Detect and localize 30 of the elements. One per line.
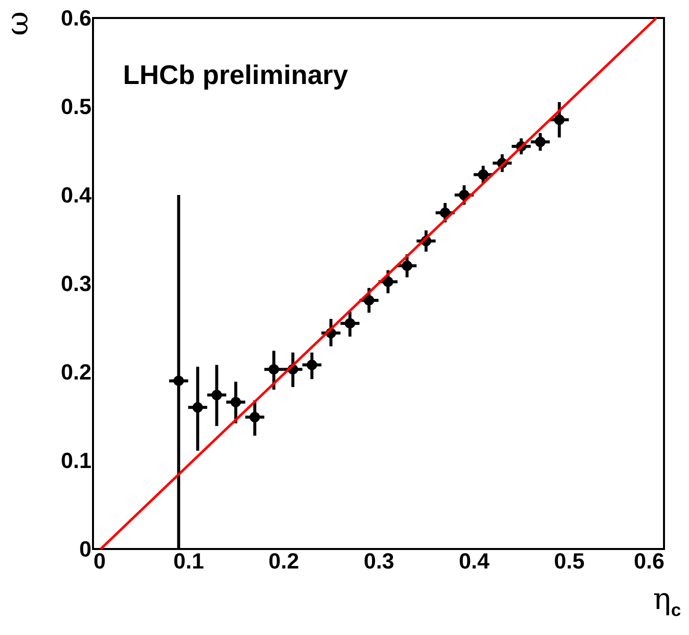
point <box>173 376 184 386</box>
point <box>250 412 260 422</box>
x-tick-label: 0.2 <box>268 548 300 574</box>
point <box>382 276 394 287</box>
x-tick-label: 0.5 <box>554 548 585 574</box>
x-tick-label: 0.1 <box>173 548 204 574</box>
y-tick-label: 0.4 <box>60 182 92 208</box>
point <box>211 390 222 400</box>
point <box>554 114 565 126</box>
point <box>535 136 546 148</box>
point <box>364 295 374 306</box>
point <box>440 207 450 218</box>
point <box>230 396 241 408</box>
y-tick-label: 0.1 <box>60 448 92 473</box>
x-axis-title: η$_{c}$ <box>653 582 681 621</box>
y-tick-label: 0.5 <box>60 94 92 119</box>
x-tick-label: 0.3 <box>364 548 394 574</box>
annotation: LHCb preliminary <box>123 60 348 90</box>
point <box>344 318 356 329</box>
y-tick-label: 0.6 <box>60 6 92 30</box>
x-tick-label: 0.6 <box>634 548 664 574</box>
point <box>192 402 203 413</box>
point <box>268 364 280 375</box>
y-tick-label: 0.2 <box>60 360 92 384</box>
point <box>402 260 412 272</box>
point <box>306 360 318 370</box>
x-tick-label: 0.4 <box>458 548 490 574</box>
y-tick-label: 0.3 <box>60 271 92 296</box>
y-axis-title: ω <box>0 11 36 36</box>
point <box>478 169 488 180</box>
